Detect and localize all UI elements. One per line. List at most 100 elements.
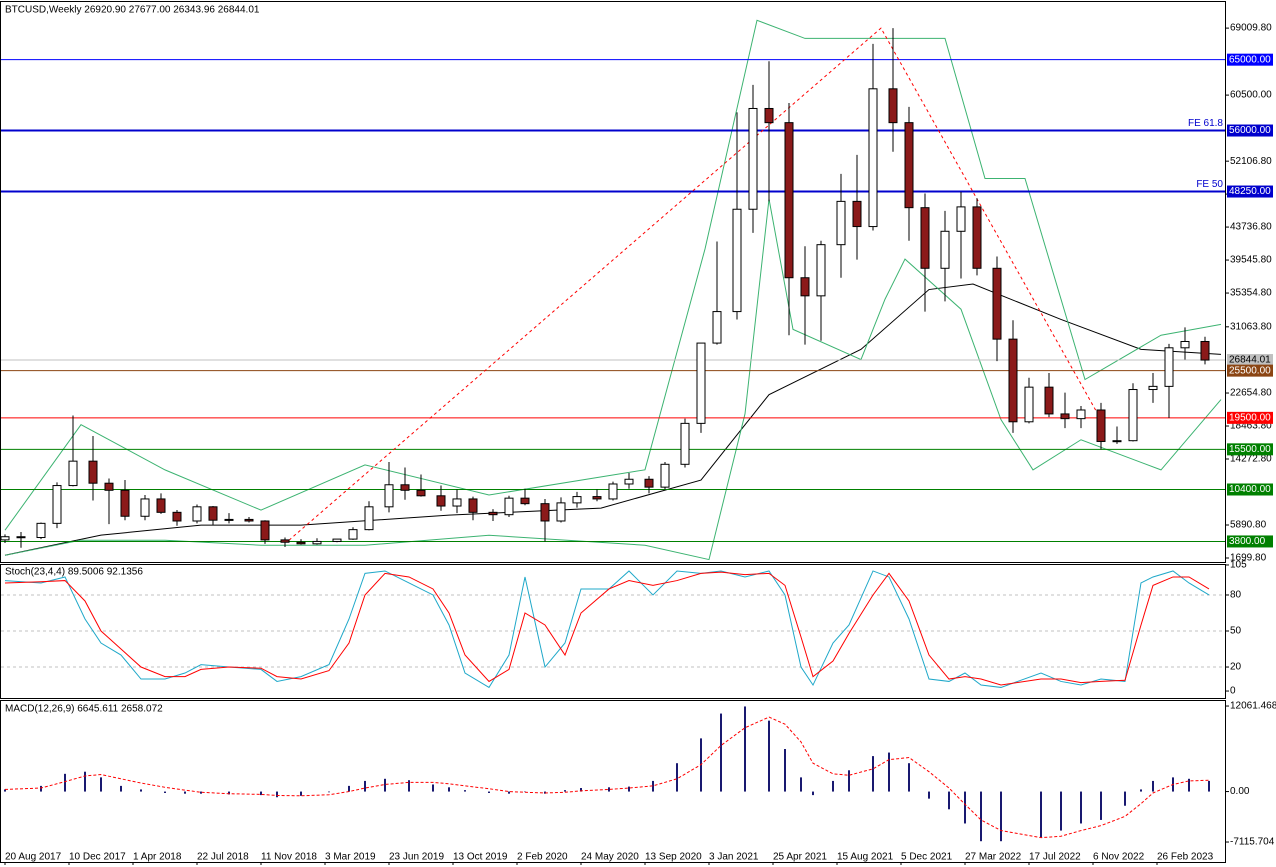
macd-bar [488,791,490,793]
candle-body [1024,386,1034,423]
candle-body [1060,413,1070,420]
level-label-box [1227,535,1273,548]
panel-title: BTCUSD,Weekly 26920.90 27677.00 26343.96… [5,5,260,16]
y-tick-label: 80 [1230,590,1242,601]
candle-body [416,489,426,497]
candle-body [836,200,846,246]
candle-body [400,484,410,491]
level-label: 10400.00 [1229,484,1271,495]
level-tag: FE 50 [1196,179,1223,190]
x-tick-label: 5 Dec 2021 [901,852,953,863]
macd-bar [200,791,202,794]
indicator-line [4,19,1222,531]
y-tick-label: 43736.80 [1230,222,1272,233]
candle-body [888,88,898,124]
x-tick-label: 13 Oct 2019 [453,852,508,863]
candle-body [208,506,218,521]
macd-bar [508,791,510,794]
level-label: 48250.00 [1229,186,1271,197]
candle-body [940,230,950,269]
candle-body [816,244,826,297]
candle-body [172,511,182,522]
panel-title: Stoch(23,4,4) 89.5006 92.1356 [5,567,143,578]
macd-bar [328,791,330,793]
trend-line [288,27,1102,541]
level-label-box [1227,53,1273,66]
candle-body [156,498,166,513]
stoch-line [4,571,1210,686]
x-tick-label: 27 Mar 2022 [965,852,1022,863]
macd-bar [64,773,66,792]
candle-body [504,497,514,516]
macd-bar [276,791,278,798]
level-label-box [1227,443,1273,456]
macd-bar [100,777,102,792]
level-tag: FE 61.8 [1188,118,1223,129]
macd-bar [580,788,582,792]
y-tick-label: 69009.80 [1230,23,1272,34]
y-tick-label: 22654.80 [1230,388,1272,399]
macd-bar [464,790,466,792]
x-tick-label: 25 Apr 2021 [773,852,827,863]
x-tick-label: 17 Jul 2022 [1029,852,1081,863]
y-tick-label: 5890.80 [1230,520,1267,531]
candle-body [36,522,46,539]
y-tick-label: 0.00 [1230,786,1250,797]
y-tick-label: 14272.80 [1230,454,1272,465]
level-label: 3800.00 [1229,536,1266,547]
candle-body [624,478,634,485]
candle-body [608,483,618,500]
macd-bar [948,791,950,810]
macd-bar [1100,791,1102,820]
y-tick-label: 31063.80 [1230,321,1272,332]
macd-bar [608,787,610,792]
level-label-box [1227,411,1273,424]
macd-bar [628,786,630,792]
x-tick-label: 20 Aug 2017 [5,852,62,863]
candle-body [784,122,794,279]
candle-body [1076,409,1086,420]
indicator-line [4,198,1222,561]
macd-bar [1080,791,1082,824]
macd-bar [448,787,450,792]
macd-bar [140,789,142,792]
macd-bar [888,752,890,792]
x-tick-label: 26 Feb 2023 [1157,852,1214,863]
candle-body [452,498,462,507]
macd-bar [384,778,386,792]
indicator-line [4,283,1222,556]
candle-body [104,482,114,491]
candle-body [260,520,270,541]
candle-body [800,277,810,297]
candle-body [748,107,758,210]
candle-body [680,422,690,465]
x-tick-label: 13 Sep 2020 [645,852,702,863]
candle-body [556,502,566,522]
macd-bar [120,785,122,792]
candle-body [1200,340,1210,361]
macd-bar [832,780,834,792]
y-tick-label: 35354.80 [1230,288,1272,299]
macd-bar [1000,791,1002,842]
macd-bar [652,780,654,792]
candle-body [1096,409,1106,442]
candle-body [592,496,602,500]
macd-bar [768,720,770,792]
candle-body [660,463,670,488]
level-label: 19500.00 [1229,412,1271,423]
candle-body [1128,389,1138,442]
candle-body [520,497,530,505]
macd-bar [872,756,874,792]
candle-body [696,342,706,424]
candle-body [868,88,878,228]
candle-body [956,206,966,232]
x-tick-label: 3 Mar 2019 [325,852,376,863]
macd-bar [720,713,722,792]
candle-body [852,200,862,228]
main-panel [0,1,1226,563]
candle-body [312,540,322,545]
macd-bar [744,706,746,792]
candle-body [296,541,306,545]
x-tick-label: 6 Nov 2022 [1093,852,1145,863]
